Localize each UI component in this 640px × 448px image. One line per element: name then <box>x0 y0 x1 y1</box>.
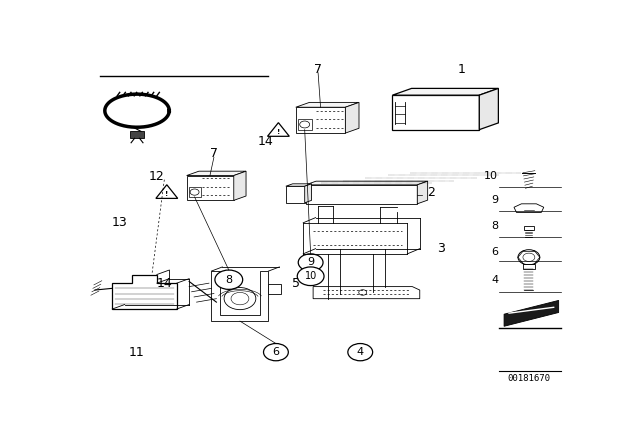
Circle shape <box>348 344 372 361</box>
Circle shape <box>224 288 256 310</box>
Text: 9: 9 <box>491 195 498 205</box>
Polygon shape <box>313 287 420 299</box>
Polygon shape <box>189 187 200 197</box>
Polygon shape <box>156 185 178 198</box>
Text: 10: 10 <box>305 271 317 281</box>
Polygon shape <box>305 184 312 203</box>
Polygon shape <box>187 176 234 200</box>
Text: 7: 7 <box>210 147 218 160</box>
Bar <box>523 264 535 269</box>
Circle shape <box>297 267 324 285</box>
Text: 9: 9 <box>307 258 314 267</box>
Bar <box>524 225 534 230</box>
Polygon shape <box>298 119 312 129</box>
Bar <box>129 131 145 138</box>
Polygon shape <box>296 107 346 133</box>
Text: 11: 11 <box>129 346 145 359</box>
Text: 00181670: 00181670 <box>508 374 550 383</box>
Polygon shape <box>392 88 499 95</box>
Text: 12: 12 <box>149 170 164 183</box>
Text: 8: 8 <box>225 275 232 285</box>
Polygon shape <box>187 171 246 176</box>
Polygon shape <box>211 271 269 321</box>
Circle shape <box>523 253 535 262</box>
Text: 3: 3 <box>437 242 445 255</box>
Text: !: ! <box>165 191 168 197</box>
Circle shape <box>518 250 540 265</box>
Polygon shape <box>504 301 559 326</box>
Circle shape <box>215 270 243 289</box>
Polygon shape <box>269 284 281 293</box>
Text: 4: 4 <box>491 275 498 285</box>
Text: 13: 13 <box>112 216 127 229</box>
Polygon shape <box>234 171 246 200</box>
Circle shape <box>300 121 310 128</box>
Text: 4: 4 <box>356 347 364 357</box>
Polygon shape <box>417 181 428 204</box>
Polygon shape <box>286 186 305 203</box>
Circle shape <box>231 293 249 305</box>
Text: 6: 6 <box>273 347 280 357</box>
Polygon shape <box>479 88 499 129</box>
Circle shape <box>264 344 288 361</box>
Text: 1: 1 <box>458 63 466 76</box>
Text: 6: 6 <box>491 247 498 257</box>
Text: 14: 14 <box>258 135 274 148</box>
Text: !: ! <box>276 129 280 135</box>
Circle shape <box>298 254 323 271</box>
Polygon shape <box>268 123 289 136</box>
Text: 10: 10 <box>484 171 498 181</box>
Polygon shape <box>514 204 544 212</box>
Text: 2: 2 <box>428 186 435 199</box>
Polygon shape <box>112 275 177 309</box>
Circle shape <box>359 290 367 295</box>
Text: 7: 7 <box>314 63 322 76</box>
Circle shape <box>190 189 199 195</box>
Polygon shape <box>306 181 428 185</box>
Polygon shape <box>286 184 312 186</box>
Text: 5: 5 <box>292 277 300 290</box>
Polygon shape <box>296 103 359 107</box>
Polygon shape <box>392 95 479 129</box>
Polygon shape <box>346 103 359 133</box>
Text: 8: 8 <box>491 221 498 231</box>
Polygon shape <box>306 185 417 204</box>
Text: 14: 14 <box>156 277 172 290</box>
